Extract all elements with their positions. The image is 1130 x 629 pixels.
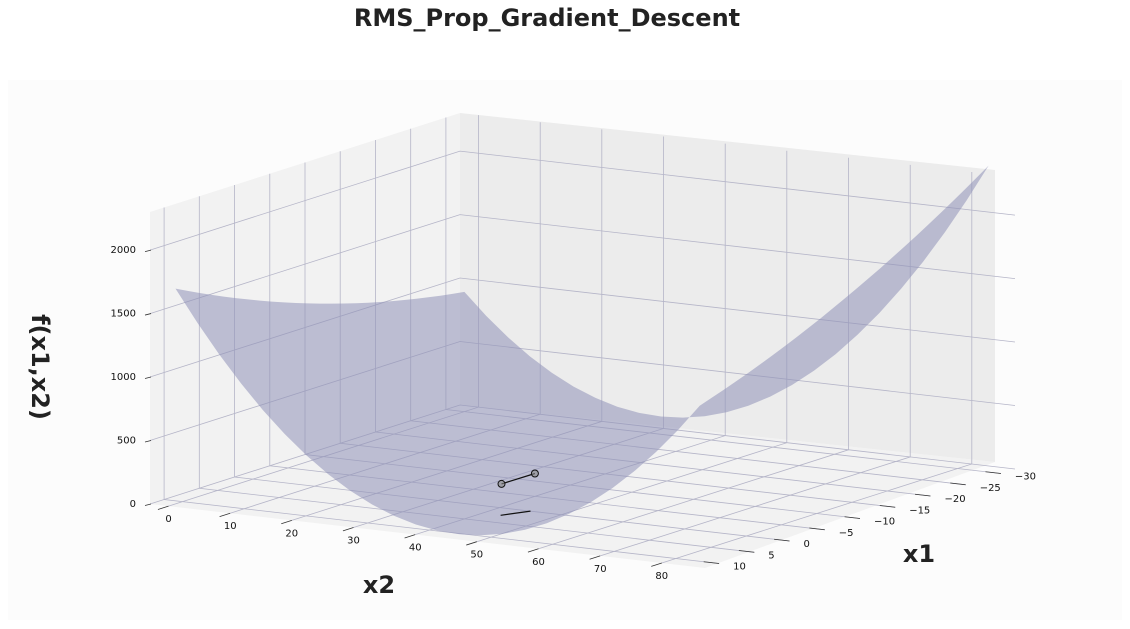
x1-tick-label: −15 (909, 505, 930, 516)
x1-tick-label: −20 (945, 494, 966, 505)
x1-tick-mark (809, 527, 825, 531)
x1-tick-label: −25 (980, 483, 1001, 494)
x2-tick-label: 60 (532, 557, 545, 568)
x2-tick-mark (527, 548, 539, 553)
descent-path-point (530, 469, 539, 478)
z-tick-label: 2000 (111, 245, 136, 256)
descent-path-point (497, 479, 506, 488)
x2-tick-mark (651, 562, 662, 567)
z-tick-label: 0 (130, 499, 136, 510)
x1-tick-mark (703, 561, 720, 564)
x2-tick-mark (342, 527, 354, 532)
x2-tick-label: 80 (655, 571, 668, 582)
z-tick-mark (144, 313, 152, 316)
x2-tick-label: 50 (470, 550, 483, 561)
x1-tick-mark (774, 538, 790, 542)
x2-tick-mark (219, 512, 231, 518)
z-tick-mark (144, 440, 152, 443)
x1-tick-mark (985, 471, 1001, 474)
z-tick-mark (144, 376, 152, 379)
path-floor-projection (500, 510, 531, 516)
x1-tick-label: 0 (804, 539, 810, 550)
x1-tick-label: 5 (768, 550, 774, 561)
surface-layer (175, 165, 989, 536)
x2-tick-label: 0 (165, 514, 171, 525)
loss-surface (175, 165, 989, 536)
z-tick-label: 1500 (111, 309, 136, 320)
z-axis-label: f(x1,x2) (26, 314, 54, 420)
x1-tick-label: 10 (733, 562, 746, 573)
z-tick-mark (144, 503, 152, 506)
x1-tick-label: −5 (839, 528, 854, 539)
x1-tick-mark (914, 493, 931, 497)
x2-tick-label: 30 (347, 536, 360, 547)
grid-line-z (149, 214, 1016, 314)
x2-tick-mark (404, 534, 416, 539)
chart-title: RMS_Prop_Gradient_Descent (354, 4, 740, 32)
x2-tick-label: 10 (224, 521, 237, 532)
x1-tick-mark (950, 482, 966, 486)
x1-tick-label: −10 (874, 517, 895, 528)
x1-tick-mark (844, 516, 861, 519)
x2-axis-label: x2 (363, 571, 395, 599)
x1-tick-label: −30 (1015, 472, 1036, 483)
z-tick-label: 1000 (111, 372, 136, 383)
descent-path-line (501, 472, 536, 485)
back-wall-pane (460, 113, 995, 462)
x2-tick-mark (466, 541, 477, 546)
x1-tick-mark (738, 550, 755, 553)
z-tick-label: 500 (117, 436, 136, 447)
z-tick-mark (144, 249, 152, 252)
x1-axis-label: x1 (903, 540, 935, 568)
x2-tick-label: 70 (594, 564, 607, 575)
tick-layer: 010203040506070801050−5−10−15−20−25−3005… (111, 245, 1036, 582)
x2-tick-mark (157, 505, 169, 510)
grid-line-z (149, 150, 1016, 251)
descent-path-layer (497, 469, 539, 516)
x2-tick-mark (589, 555, 601, 560)
x2-tick-label: 40 (409, 543, 422, 554)
x2-tick-label: 20 (285, 528, 298, 539)
x1-tick-mark (879, 505, 896, 508)
x2-tick-mark (281, 519, 292, 525)
